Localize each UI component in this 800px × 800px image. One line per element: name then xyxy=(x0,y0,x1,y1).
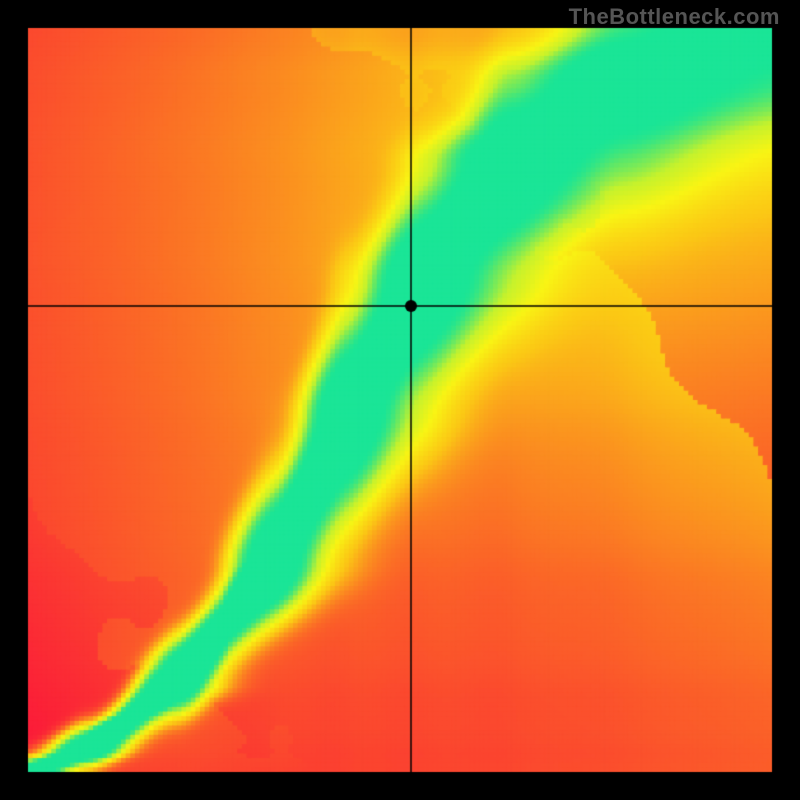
chart-container: TheBottleneck.com xyxy=(0,0,800,800)
heatmap-canvas xyxy=(0,0,800,800)
watermark-text: TheBottleneck.com xyxy=(569,4,780,30)
